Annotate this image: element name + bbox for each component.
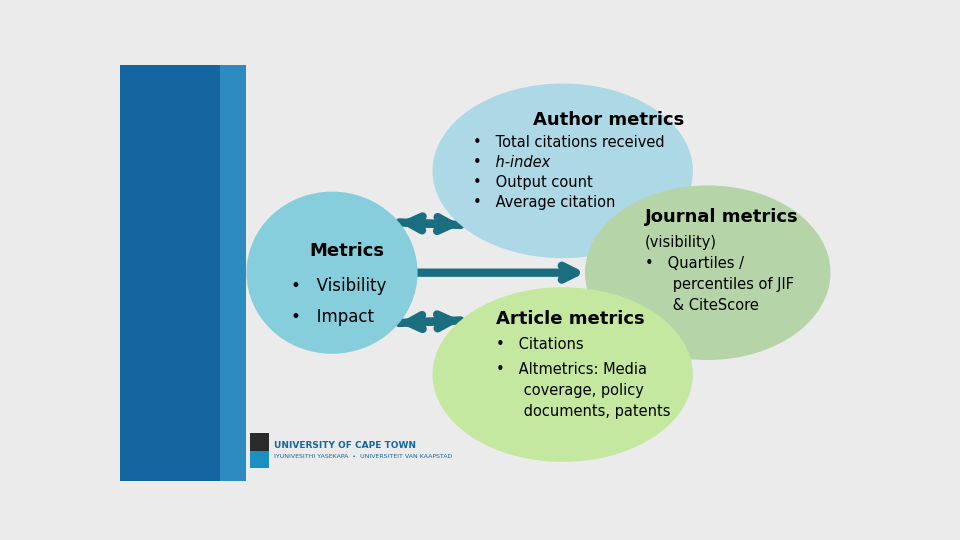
Text: Author metrics: Author metrics bbox=[533, 111, 684, 129]
Bar bbox=[251, 433, 269, 468]
Text: Journal metrics: Journal metrics bbox=[644, 208, 798, 226]
Bar bbox=[120, 65, 221, 481]
Ellipse shape bbox=[433, 287, 693, 462]
Text: •   Altmetrics: Media
      coverage, policy
      documents, patents: • Altmetrics: Media coverage, policy doc… bbox=[495, 362, 670, 419]
Text: UNIVERSITY OF CAPE TOWN: UNIVERSITY OF CAPE TOWN bbox=[274, 441, 416, 450]
Text: •   h-index: • h-index bbox=[473, 156, 551, 171]
Bar bbox=[221, 65, 247, 481]
Ellipse shape bbox=[247, 192, 418, 354]
Text: •   Average citation: • Average citation bbox=[473, 195, 615, 211]
Bar bbox=[251, 451, 269, 468]
Text: (visibility): (visibility) bbox=[644, 235, 716, 250]
Text: •   Output count: • Output count bbox=[473, 176, 593, 191]
Text: Metrics: Metrics bbox=[310, 241, 385, 260]
Text: •   Total citations received: • Total citations received bbox=[473, 136, 665, 151]
Text: IYUNIVESITHI YASEKAPA  •  UNIVERSITEIT VAN KAAPSTAD: IYUNIVESITHI YASEKAPA • UNIVERSITEIT VAN… bbox=[274, 454, 452, 458]
Text: Article metrics: Article metrics bbox=[495, 310, 644, 328]
Ellipse shape bbox=[585, 185, 830, 360]
Text: •   Quartiles /
      percentiles of JIF
      & CiteScore: • Quartiles / percentiles of JIF & CiteS… bbox=[644, 256, 794, 313]
Text: •   Visibility: • Visibility bbox=[291, 277, 387, 295]
Ellipse shape bbox=[433, 84, 693, 258]
Text: •   Citations: • Citations bbox=[495, 337, 584, 352]
Text: •   Impact: • Impact bbox=[291, 308, 374, 326]
